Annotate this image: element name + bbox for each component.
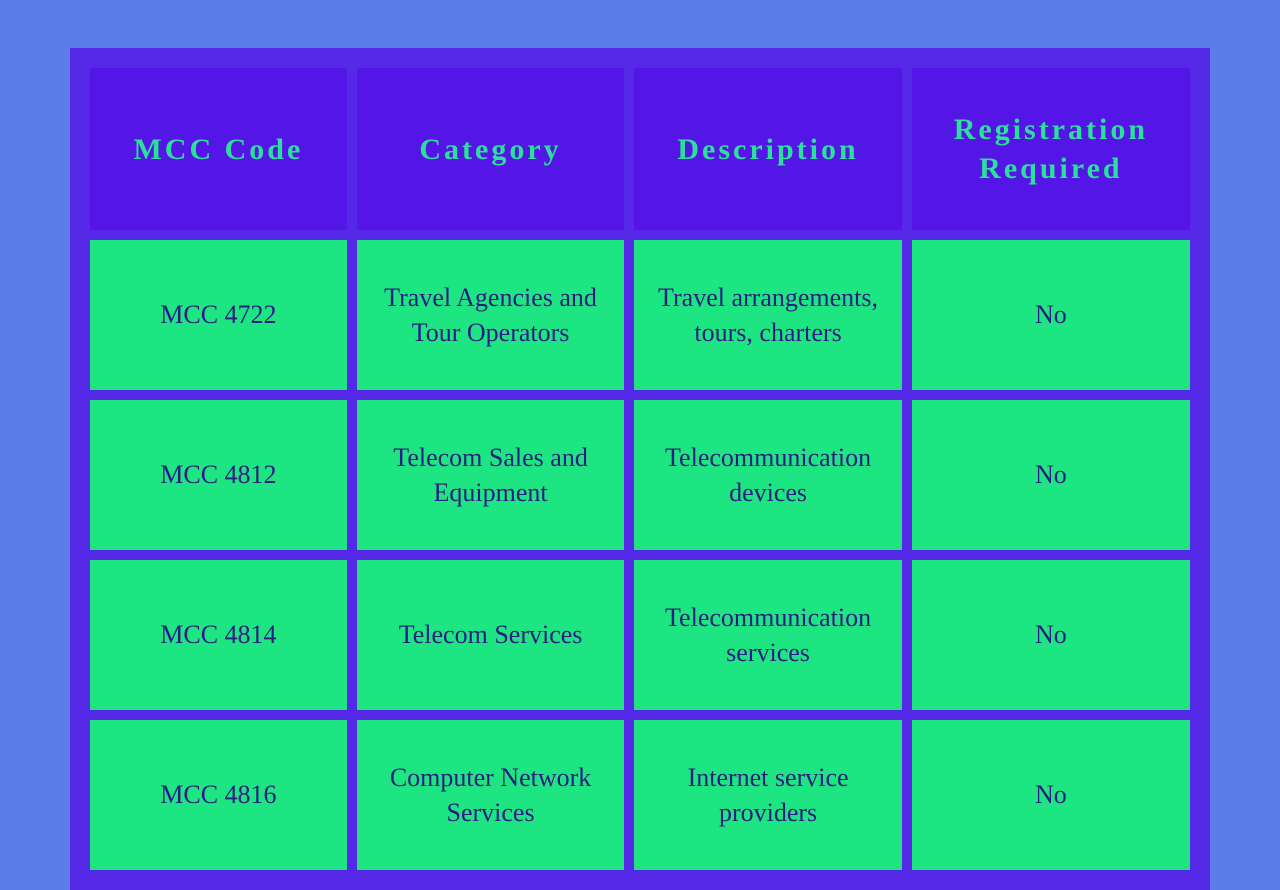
- table-row: MCC 4812 Telecom Sales and Equipment Tel…: [90, 400, 1190, 550]
- column-header-registration: Registration Required: [912, 68, 1190, 230]
- cell-category: Telecom Services: [357, 560, 625, 710]
- cell-description: Travel arrangements, tours, charters: [634, 240, 902, 390]
- mcc-codes-table: MCC Code Category Description Registrati…: [80, 58, 1200, 880]
- cell-registration: No: [912, 400, 1190, 550]
- cell-mcc-code: MCC 4814: [90, 560, 347, 710]
- cell-category: Telecom Sales and Equipment: [357, 400, 625, 550]
- column-header-category: Category: [357, 68, 625, 230]
- cell-description: Telecommunication devices: [634, 400, 902, 550]
- cell-mcc-code: MCC 4722: [90, 240, 347, 390]
- cell-category: Computer Network Services: [357, 720, 625, 870]
- cell-description: Telecommunication services: [634, 560, 902, 710]
- mcc-table-container: MCC Code Category Description Registrati…: [70, 48, 1210, 890]
- cell-registration: No: [912, 560, 1190, 710]
- column-header-description: Description: [634, 68, 902, 230]
- cell-description: Internet service providers: [634, 720, 902, 870]
- table-row: MCC 4722 Travel Agencies and Tour Operat…: [90, 240, 1190, 390]
- table-header-row: MCC Code Category Description Registrati…: [90, 68, 1190, 230]
- cell-registration: No: [912, 240, 1190, 390]
- cell-mcc-code: MCC 4812: [90, 400, 347, 550]
- cell-category: Travel Agencies and Tour Operators: [357, 240, 625, 390]
- cell-mcc-code: MCC 4816: [90, 720, 347, 870]
- table-row: MCC 4816 Computer Network Services Inter…: [90, 720, 1190, 870]
- column-header-mcc-code: MCC Code: [90, 68, 347, 230]
- table-row: MCC 4814 Telecom Services Telecommunicat…: [90, 560, 1190, 710]
- cell-registration: No: [912, 720, 1190, 870]
